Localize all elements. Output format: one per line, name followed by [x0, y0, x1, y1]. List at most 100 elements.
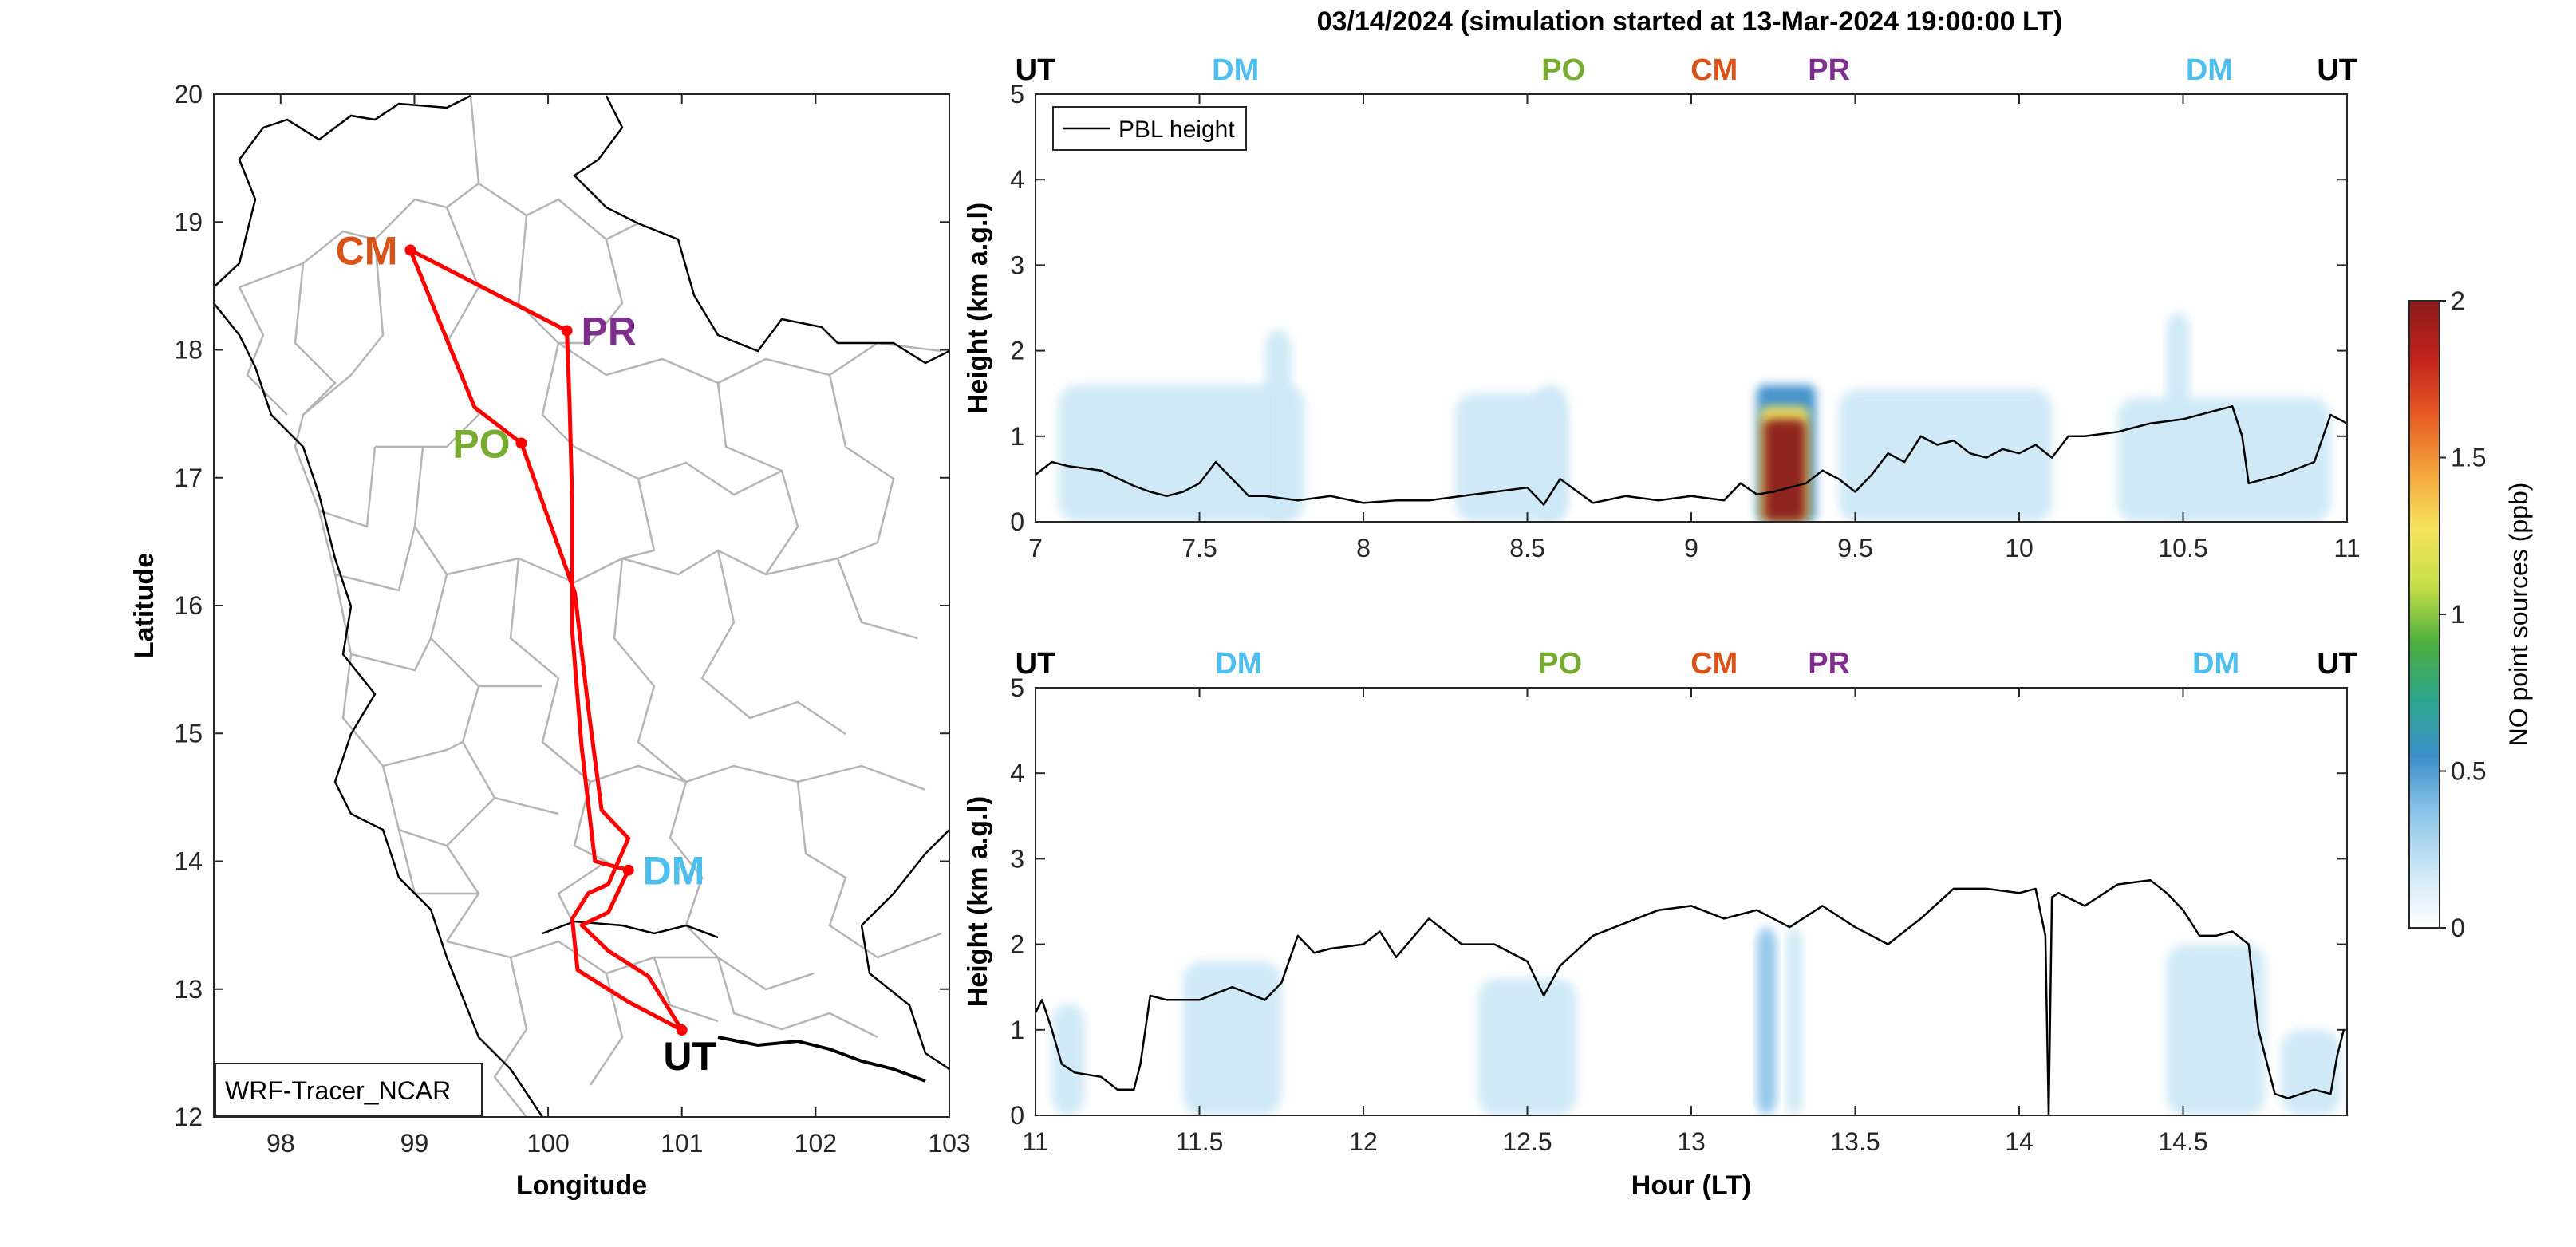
tracer-region [1036, 893, 2347, 1115]
coastline [717, 1036, 926, 1083]
tracer-region [2281, 1029, 2341, 1115]
site-label-dm: DM [643, 849, 705, 894]
site-label-po: PO [1538, 647, 1582, 681]
xtick-label: 14 [2005, 1127, 2034, 1156]
map-xtick-label: 101 [661, 1129, 703, 1158]
site-label-dm: DM [1212, 53, 1259, 87]
map-sites: CM PR PO DM UT [336, 229, 716, 1079]
xtick-label: 11 [1022, 1127, 1048, 1156]
pbl-height-line [1036, 878, 2345, 1115]
tracer-region [1838, 389, 2053, 522]
site-label-ut: UT [1016, 647, 1056, 681]
xtick-label: 13.5 [1830, 1127, 1880, 1156]
map-xtick-label: 103 [928, 1129, 970, 1158]
xtick-label: 11.5 [1176, 1127, 1224, 1156]
top-ylabel: Height (km a.g.l) [963, 203, 993, 413]
site-marker-pr [561, 325, 573, 337]
site-label-cm: CM [1690, 53, 1738, 87]
province-boundaries [238, 95, 942, 1117]
ytick-label: 2 [1010, 337, 1024, 365]
map-ytick-label: 19 [174, 207, 203, 236]
map-xtick-label: 99 [400, 1129, 429, 1158]
tracer-region [1533, 385, 1567, 522]
ytick-label: 3 [1010, 251, 1024, 279]
tracer-region [1763, 419, 1806, 522]
ytick-label: 1 [1010, 1016, 1024, 1044]
map-ytick-label: 15 [174, 719, 203, 748]
ytick-label: 1 [1010, 422, 1024, 451]
map-legend-label: WRF-Tracer_NCAR [225, 1076, 451, 1105]
site-marker-dm [622, 864, 634, 876]
colorbar-label: NO point sources (ppb) [2504, 483, 2533, 747]
site-label-pr: PR [1808, 53, 1850, 87]
top-ticks: 7 7.5 8 8.5 9 9.5 10 10.5 11 0 1 2 3 4 5 [1010, 80, 2360, 562]
site-label-pr: PR [582, 309, 637, 353]
top-tracer-field [1058, 312, 2331, 522]
ytick-label: 4 [1010, 165, 1024, 194]
tracer-region [1757, 927, 1777, 1115]
map-ytick-label: 17 [174, 464, 203, 492]
top-pbl-line [1036, 405, 2347, 506]
xtick-label: 10.5 [2158, 534, 2207, 562]
site-label-dm: DM [1215, 647, 1262, 681]
map-xtick-label: 102 [795, 1129, 837, 1158]
site-label-dm: DM [2192, 647, 2239, 681]
map-xlabel: Longitude [516, 1170, 647, 1201]
colorbar-bar [2408, 300, 2440, 929]
map-ticks: 98 99 100 101 102 103 12 13 14 15 16 17 18 19 20 [174, 80, 970, 1158]
xtick-label: 13 [1677, 1127, 1706, 1156]
ytick-label: 5 [1010, 673, 1024, 702]
map-xtick-label: 100 [527, 1129, 569, 1158]
top-site-labels: UT DM PO CM PR DM UT [1016, 53, 2357, 87]
xtick-label: 8 [1356, 534, 1371, 562]
xtick-label: 10 [2005, 534, 2034, 562]
tracer-region [2166, 312, 2190, 522]
map-ytick-label: 14 [174, 847, 203, 876]
map-legend: WRF-Tracer_NCAR [215, 1063, 483, 1116]
bottom-axes-box [1035, 687, 2348, 1116]
bottom-ylabel: Height (km a.g.l) [963, 796, 993, 1007]
ytick-label: 0 [1010, 1101, 1024, 1130]
colorbar-tick-label: 1.5 [2451, 444, 2486, 472]
top-legend: PBL height [1052, 106, 1247, 151]
xtick-label: 9.5 [1837, 534, 1872, 562]
site-label-cm: CM [336, 229, 398, 274]
site-label-ut: UT [1016, 53, 1056, 87]
colorbar-tick-label: 0 [2451, 914, 2465, 942]
xtick-label: 8.5 [1509, 534, 1544, 562]
figure-title: 03/14/2024 (simulation started at 13-Mar… [1317, 6, 2063, 37]
site-label-ut: UT [2317, 53, 2357, 87]
bottom-xlabel: Hour (LT) [1631, 1170, 1751, 1201]
bottom-pbl-line [1036, 878, 2345, 1115]
bottom-tracer-field [1036, 893, 2347, 1115]
xtick-label: 12 [1349, 1127, 1378, 1156]
tracer-region [1264, 329, 1292, 522]
xtick-label: 7 [1028, 534, 1043, 562]
map-xtick-label: 98 [266, 1129, 295, 1158]
xtick-label: 9 [1684, 534, 1698, 562]
site-label-pr: PR [1808, 647, 1850, 681]
site-label-po: PO [1541, 53, 1585, 87]
xtick-label: 11 [2333, 534, 2360, 562]
site-label-dm: DM [2186, 53, 2233, 87]
site-label-cm: CM [1690, 647, 1738, 681]
flight-track-line [408, 248, 684, 1032]
tracer-region [1182, 961, 1282, 1115]
map-panel: 98 99 100 101 102 103 12 13 14 15 16 17 18 19 20 CM PR P… [129, 80, 971, 1201]
ytick-label: 4 [1010, 759, 1024, 787]
xtick-label: 7.5 [1181, 534, 1217, 562]
colorbar-ticks: 0 0.5 1 1.5 2 [2440, 286, 2486, 942]
site-marker-po [515, 437, 527, 449]
map-ytick-label: 12 [174, 1103, 203, 1131]
site-marker-cm [404, 244, 416, 256]
site-label-ut: UT [2317, 647, 2357, 681]
map-ylabel: Latitude [129, 553, 160, 658]
ytick-label: 3 [1010, 844, 1024, 873]
map-flight-track [408, 248, 684, 1032]
colorbar-tick-label: 2 [2451, 286, 2465, 315]
colorbar-tick-label: 1 [2451, 600, 2465, 629]
